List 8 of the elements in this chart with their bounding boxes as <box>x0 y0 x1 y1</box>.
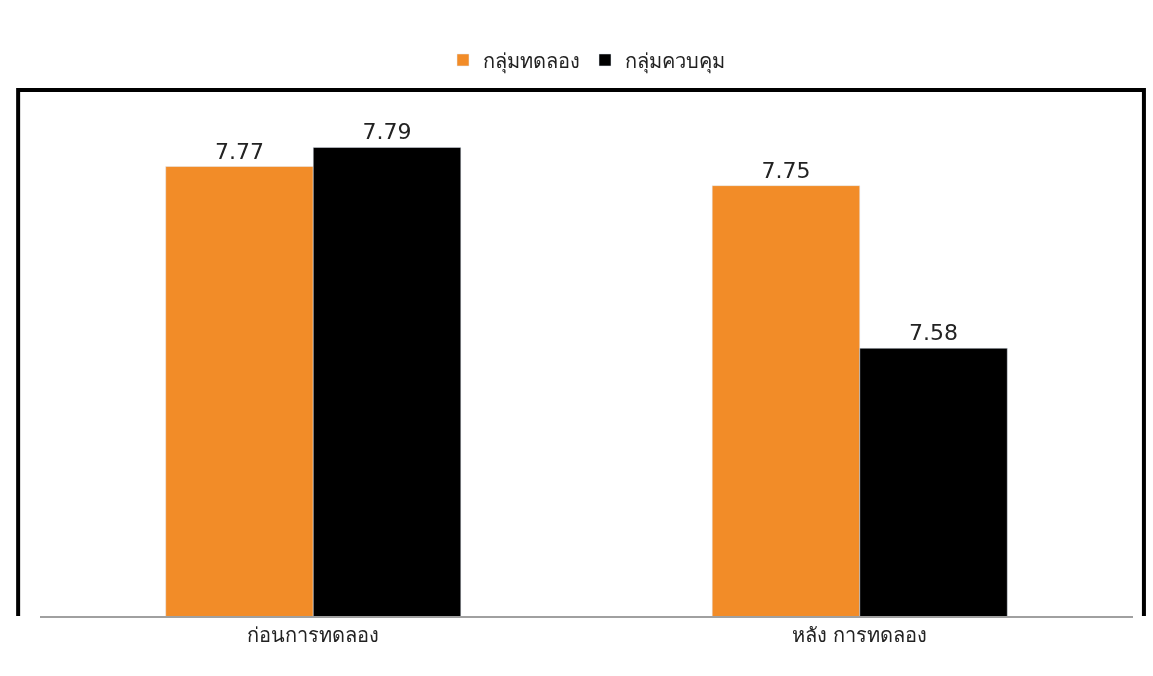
data-label: 7.58 <box>909 320 959 346</box>
legend-label: กลุ่มควบคุม <box>625 48 725 74</box>
data-label: 7.77 <box>214 138 264 164</box>
x-tick-label: หลัง การทดลอง <box>792 623 928 647</box>
legend-label: กลุ่มทดลอง <box>483 48 580 74</box>
data-label: 7.79 <box>362 119 412 145</box>
data-label: 7.75 <box>761 157 811 183</box>
x-tick-label: ก่อนการทดลอง <box>247 623 380 647</box>
